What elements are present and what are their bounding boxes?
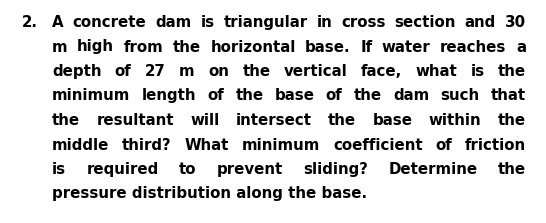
Text: What: What xyxy=(185,138,229,153)
Text: base: base xyxy=(275,89,314,103)
Text: vertical: vertical xyxy=(284,64,347,79)
Text: such: such xyxy=(441,89,480,103)
Text: concrete: concrete xyxy=(73,15,146,30)
Text: cross: cross xyxy=(341,15,385,30)
Text: what: what xyxy=(416,64,457,79)
Text: within: within xyxy=(429,113,482,128)
Text: face,: face, xyxy=(361,64,402,79)
Text: of: of xyxy=(435,138,452,153)
Text: Determine: Determine xyxy=(388,162,478,177)
Text: triangular: triangular xyxy=(223,15,307,30)
Text: coefficient: coefficient xyxy=(333,138,423,153)
Text: will: will xyxy=(190,113,219,128)
Text: A: A xyxy=(52,15,64,30)
Text: pressure distribution along the base.: pressure distribution along the base. xyxy=(52,186,367,202)
Text: to: to xyxy=(179,162,197,177)
Text: intersect: intersect xyxy=(236,113,312,128)
Text: sliding?: sliding? xyxy=(303,162,368,177)
Text: the: the xyxy=(498,64,526,79)
Text: high: high xyxy=(77,39,114,54)
Text: dam: dam xyxy=(393,89,429,103)
Text: minimum: minimum xyxy=(52,89,130,103)
Text: length: length xyxy=(141,89,196,103)
Text: the: the xyxy=(235,89,263,103)
Text: the: the xyxy=(242,64,270,79)
Text: of: of xyxy=(207,89,224,103)
Text: m: m xyxy=(179,64,195,79)
Text: is: is xyxy=(471,64,484,79)
Text: base.: base. xyxy=(305,39,351,54)
Text: 30: 30 xyxy=(505,15,526,30)
Text: and: and xyxy=(465,15,496,30)
Text: a: a xyxy=(516,39,526,54)
Text: is: is xyxy=(52,162,66,177)
Text: the: the xyxy=(328,113,357,128)
Text: reaches: reaches xyxy=(440,39,507,54)
Text: resultant: resultant xyxy=(97,113,174,128)
Text: base: base xyxy=(372,113,413,128)
Text: the: the xyxy=(173,39,201,54)
Text: If: If xyxy=(360,39,372,54)
Text: middle: middle xyxy=(52,138,109,153)
Text: that: that xyxy=(491,89,526,103)
Text: third?: third? xyxy=(122,138,172,153)
Text: dam: dam xyxy=(155,15,192,30)
Text: water: water xyxy=(382,39,431,54)
Text: the: the xyxy=(498,113,526,128)
Text: friction: friction xyxy=(465,138,526,153)
Text: required: required xyxy=(86,162,159,177)
Text: 2.: 2. xyxy=(22,15,38,30)
Text: in: in xyxy=(316,15,332,30)
Text: on: on xyxy=(208,64,229,79)
Text: of: of xyxy=(115,64,132,79)
Text: from: from xyxy=(123,39,163,54)
Text: prevent: prevent xyxy=(217,162,283,177)
Text: the: the xyxy=(498,162,526,177)
Text: minimum: minimum xyxy=(242,138,320,153)
Text: section: section xyxy=(394,15,456,30)
Text: of: of xyxy=(326,89,342,103)
Text: horizontal: horizontal xyxy=(210,39,296,54)
Text: m: m xyxy=(52,39,68,54)
Text: the: the xyxy=(354,89,382,103)
Text: depth: depth xyxy=(52,64,102,79)
Text: 27: 27 xyxy=(145,64,166,79)
Text: is: is xyxy=(200,15,215,30)
Text: the: the xyxy=(52,113,80,128)
